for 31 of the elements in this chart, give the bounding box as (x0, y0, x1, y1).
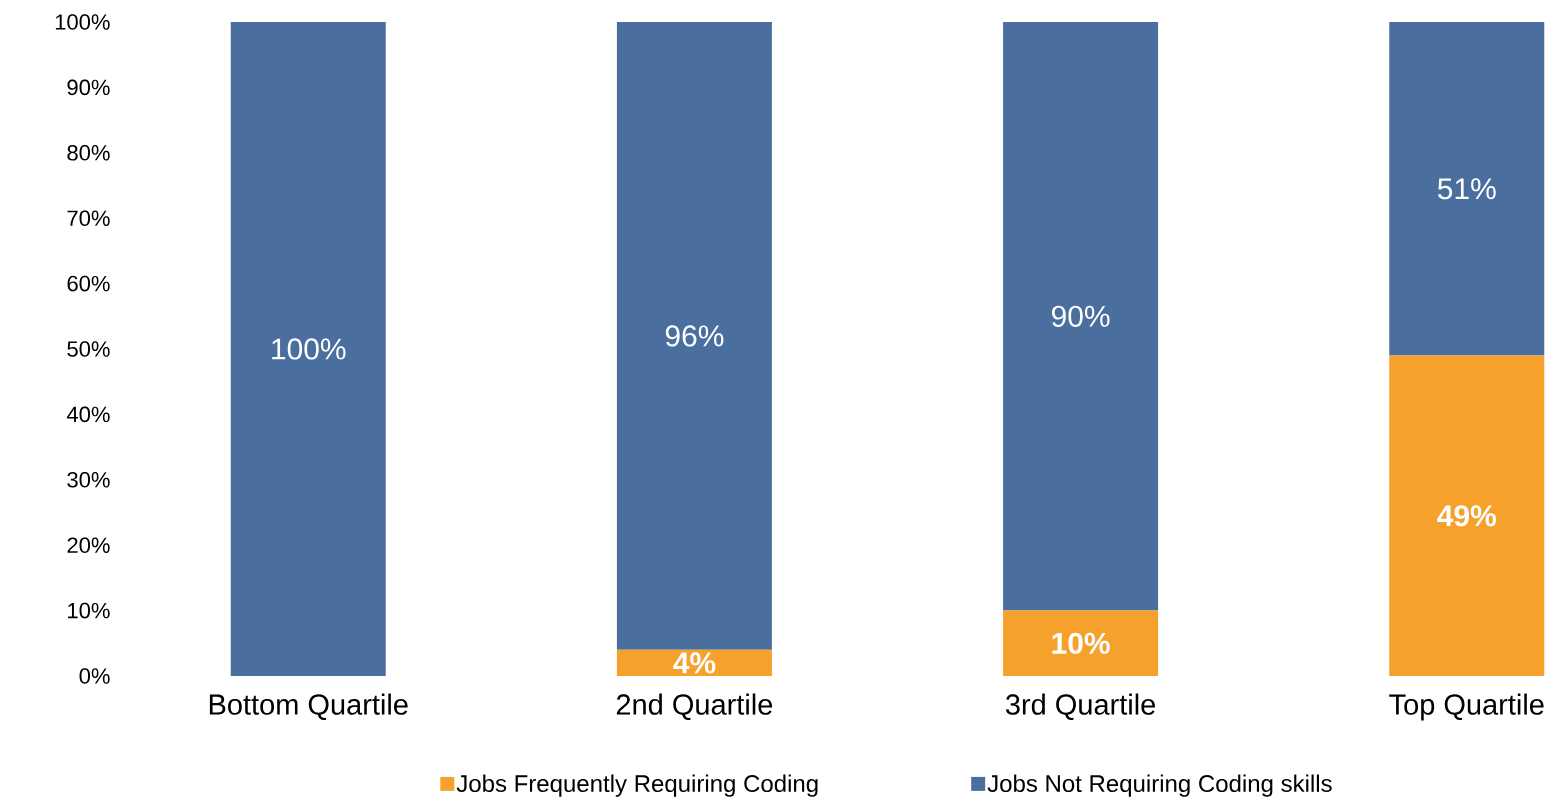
bar (230, 22, 386, 676)
data-label: 96% (665, 325, 724, 347)
y-tick-label: 60% (67, 275, 110, 292)
x-tick-label: Bottom Quartile (209, 693, 408, 721)
legend-label: Jobs Frequently Requiring Coding (456, 774, 818, 797)
y-tick-label: 40% (66, 406, 110, 423)
bar (1389, 355, 1545, 676)
data-label: 10% (1052, 632, 1110, 654)
y-tick-label: 70% (67, 210, 110, 226)
bar (1003, 22, 1159, 611)
x-tick-label: 3rd Quartile (1005, 693, 1156, 721)
y-tick-label: 30% (67, 472, 110, 488)
data-label: 4% (673, 652, 716, 674)
bar (1389, 22, 1545, 356)
x-tick-label: 2nd Quartile (616, 693, 773, 721)
data-label: 100% (272, 338, 346, 360)
x-tick-label: Top Quartile (1389, 693, 1544, 721)
y-tick-label: 50% (67, 341, 110, 357)
bar (616, 649, 772, 676)
y-tick-label: 10% (68, 602, 110, 619)
y-tick-label: 80% (67, 145, 110, 161)
data-label: 51% (1437, 178, 1496, 200)
data-label: 49% (1437, 505, 1496, 527)
y-tick-label: 90% (67, 79, 110, 96)
y-tick-label: 20% (67, 537, 110, 553)
y-tick-label: 0% (79, 668, 110, 684)
bar (1003, 610, 1159, 676)
data-label: 90% (1051, 305, 1110, 327)
bar (616, 22, 772, 650)
y-tick-label: 100% (55, 14, 110, 30)
legend-label: Jobs Not Requiring Coding skills (987, 774, 1332, 797)
